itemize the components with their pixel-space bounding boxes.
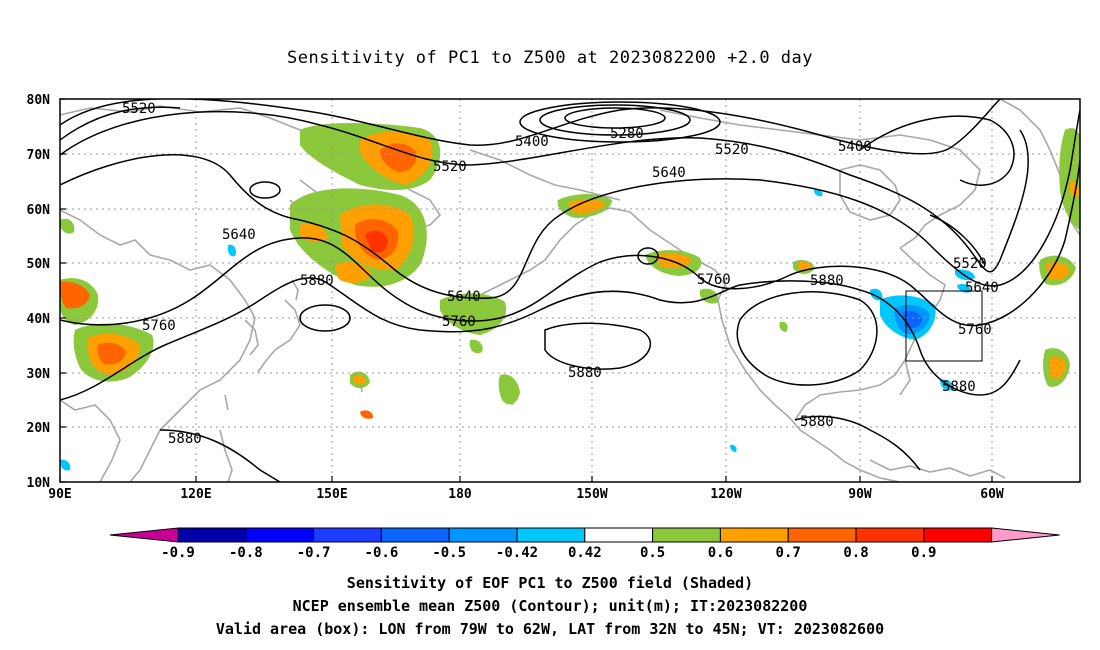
contour-label: 5880 <box>168 431 202 447</box>
map-title: Sensitivity of PC1 to Z500 at 2023082200… <box>286 48 813 68</box>
lat-label: 80N <box>27 93 51 108</box>
plot-frame <box>59 98 1081 483</box>
contour-label: 5760 <box>142 318 176 334</box>
colorbar <box>109 527 1060 543</box>
lon-label: 90E <box>48 487 71 502</box>
colorbar-low-end <box>109 527 179 543</box>
footer-line-1: Sensitivity of EOF PC1 to Z500 field (Sh… <box>346 574 754 592</box>
lon-label: 120W <box>710 487 741 502</box>
z500-contours <box>60 99 1080 482</box>
contour-label: 5760 <box>697 272 731 288</box>
colorbar-label: 0.8 <box>843 545 868 561</box>
lat-label: 70N <box>27 148 51 163</box>
contour-label: 5400 <box>838 139 872 155</box>
contour-label: 5520 <box>433 159 467 175</box>
contour-label: 5520 <box>122 101 156 117</box>
colorbar-label: 0.42 <box>568 545 602 561</box>
lon-label: 150E <box>316 487 347 502</box>
lon-label: 180 <box>448 487 472 502</box>
colorbar-segment <box>923 527 993 543</box>
contour-label: 5280 <box>610 126 644 142</box>
colorbar-segment <box>245 527 315 543</box>
contour-label: 5640 <box>447 289 481 305</box>
colorbar-label: -0.7 <box>297 545 331 561</box>
valid-area-box <box>905 290 983 362</box>
contour-label: 5640 <box>652 165 686 181</box>
colorbar-segment <box>787 527 857 543</box>
colorbar-label: -0.5 <box>432 545 466 561</box>
lat-label: 10N <box>27 476 51 491</box>
lat-label: 60N <box>27 203 51 218</box>
colorbar-segment <box>313 527 382 543</box>
contour-label: 5640 <box>965 280 999 296</box>
lat-lon-grid <box>60 99 1080 482</box>
contour-label: 5880 <box>568 365 602 381</box>
contour-label: 5760 <box>958 322 992 338</box>
colorbar-label: 0.7 <box>776 545 801 561</box>
lat-label: 30N <box>27 367 51 382</box>
contour-label: 5400 <box>515 134 549 150</box>
colorbar-segment <box>380 527 450 543</box>
colorbar-segment <box>448 527 518 543</box>
colorbar-segment <box>177 527 247 543</box>
lon-label: 150W <box>576 487 607 502</box>
colorbar-label: -0.9 <box>161 545 195 561</box>
contour-labels: 5520 5400 5280 5520 5400 5520 5640 5640 … <box>122 101 999 447</box>
colorbar-segment <box>719 527 789 543</box>
contour-label: 5880 <box>800 414 834 430</box>
contour-label: 5880 <box>810 273 844 289</box>
contour-label: 5880 <box>300 273 334 289</box>
colorbar-label: -0.6 <box>365 545 399 561</box>
footer-line-2: NCEP ensemble mean Z500 (Contour); unit(… <box>292 597 808 615</box>
contour-label: 5520 <box>953 256 987 272</box>
colorbar-label: -0.42 <box>496 545 538 561</box>
lat-label: 40N <box>27 312 51 327</box>
colorbar-label: 0.6 <box>708 545 733 561</box>
contour-label: 5520 <box>715 142 749 158</box>
lon-label: 60W <box>980 487 1004 502</box>
lon-label: 120E <box>180 487 211 502</box>
colorbar-segment <box>584 527 654 543</box>
colorbar-label: 0.5 <box>640 545 665 561</box>
lat-label: 20N <box>27 421 51 436</box>
contour-label: 5760 <box>442 314 476 330</box>
colorbar-high-end <box>991 527 1060 543</box>
colorbar-segment <box>516 527 586 543</box>
contour-label: 5640 <box>222 227 256 243</box>
colorbar-labels: -0.9 -0.8 -0.7 -0.6 -0.5 -0.42 0.42 0.5 0.6 0.7 0.… <box>161 545 936 561</box>
colorbar-segment <box>855 527 925 543</box>
contour-label: 5880 <box>942 379 976 395</box>
lon-label: 90W <box>848 487 872 502</box>
colorbar-segment <box>652 527 721 543</box>
colorbar-label: -0.8 <box>229 545 263 561</box>
lat-label: 50N <box>27 257 51 272</box>
colorbar-label: 0.9 <box>911 545 936 561</box>
footer-line-3: Valid area (box): LON from 79W to 62W, L… <box>215 620 885 638</box>
